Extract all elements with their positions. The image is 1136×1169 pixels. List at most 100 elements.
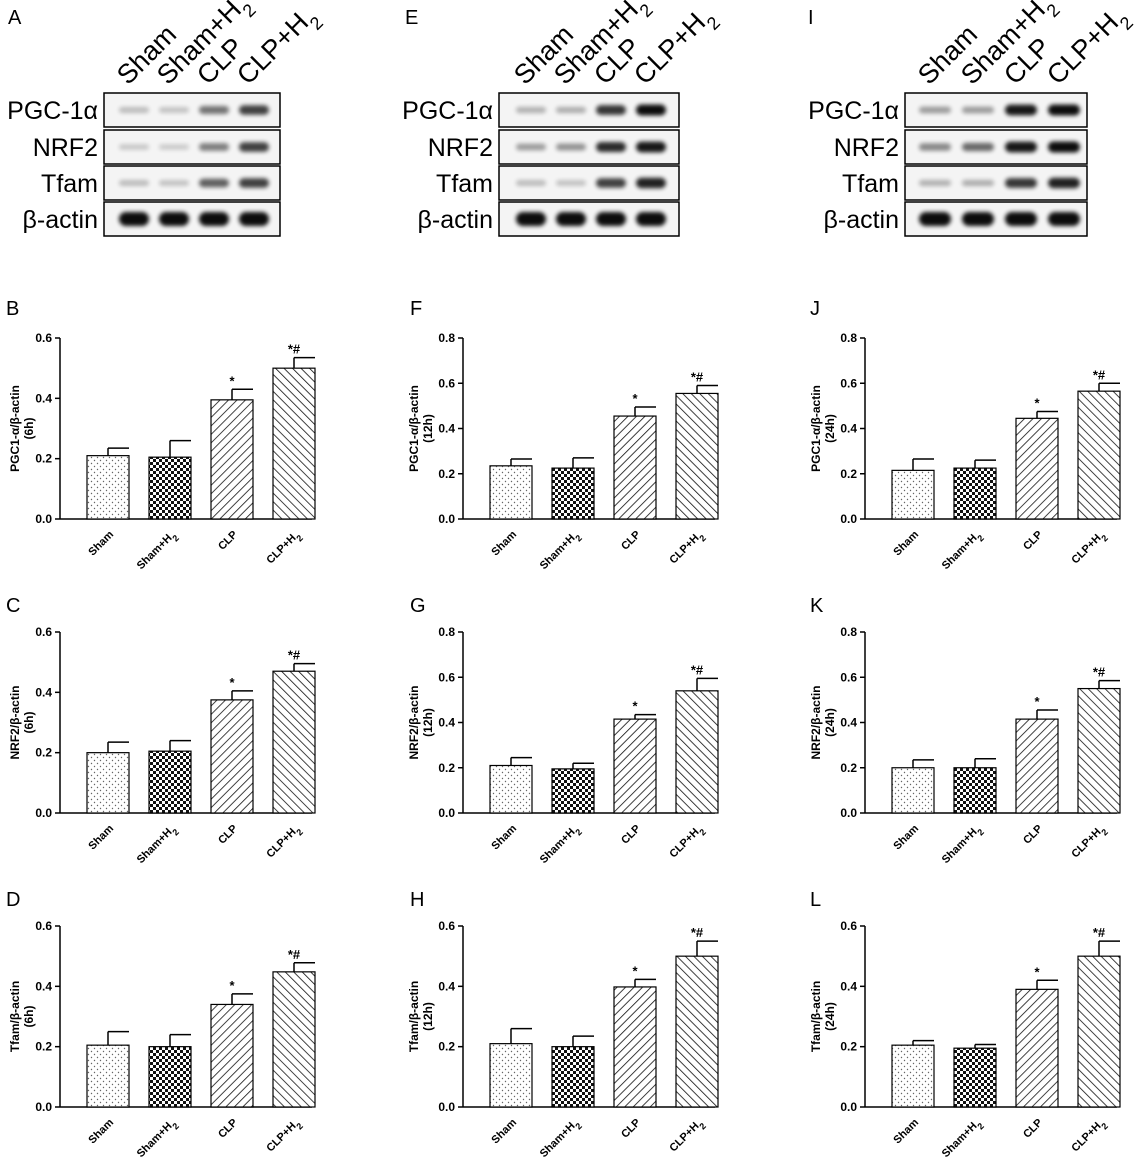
- x-tick-label: Sham+H2: [135, 823, 181, 869]
- x-tick-label: CLP: [216, 529, 240, 553]
- bar-chart-panels: B 0.0 0.2 0.4 0.6 PGC1-α/β-actin(6h) Sham Sham+…: [6, 298, 1121, 1163]
- y-tick-label: 0.2: [35, 452, 52, 466]
- chart-panel-j: J 0.0 0.2 0.4 0.6 0.8 PGC1-α/β-actin(24h) Sham S…: [809, 298, 1121, 575]
- y-tick-label: 0.6: [438, 670, 455, 684]
- blot-band: [1048, 141, 1080, 153]
- x-tick-label: CLP+H2: [1069, 529, 1110, 570]
- blot-band: [119, 144, 149, 150]
- y-tick-label: 0.0: [840, 1100, 857, 1114]
- y-tick-label: 0.4: [35, 979, 52, 993]
- x-tick-label: CLP+H2: [667, 1117, 708, 1158]
- y-tick-label: 0.4: [840, 979, 857, 993]
- panel-label: E: [405, 7, 418, 29]
- y-tick-label: 0.6: [35, 331, 52, 345]
- significance-marker: *: [632, 391, 638, 406]
- x-tick-label: Sham+H2: [940, 1117, 986, 1163]
- bar: [272, 971, 316, 1108]
- blot-panel-a: AShamSham+H2CLPCLP+H2PGC-1αNRF2Tfamβ-act…: [7, 0, 327, 237]
- y-tick-label: 0.2: [840, 1040, 857, 1054]
- bar: [675, 690, 719, 814]
- y-axis-label: Tfam/β-actin(12h): [407, 981, 435, 1052]
- bar: [489, 764, 533, 814]
- chart-panel-h: H 0.0 0.2 0.4 0.6 Tfam/β-actin(12h) Sham Sham+H…: [407, 889, 719, 1160]
- y-axis-label: NRF2/β-actin(24h): [809, 686, 837, 760]
- bar: [675, 955, 719, 1108]
- y-tick-label: 0.4: [35, 391, 52, 405]
- bar: [953, 467, 997, 520]
- x-tick-label: Sham: [891, 822, 921, 852]
- x-tick-label: Sham: [86, 822, 116, 852]
- x-tick-label: CLP: [216, 823, 240, 847]
- blot-band: [159, 180, 189, 186]
- x-tick-label: CLP+H2: [264, 1117, 305, 1158]
- x-tick-label: Sham: [86, 1116, 116, 1146]
- blot-band: [596, 105, 626, 115]
- blot-band: [199, 212, 229, 226]
- significance-marker: *: [229, 373, 235, 388]
- x-tick-label: Sham: [489, 528, 519, 558]
- x-tick-label: Sham+H2: [135, 1117, 181, 1163]
- blot-band: [636, 212, 666, 226]
- blot-band: [1005, 212, 1037, 226]
- x-tick-label: CLP+H2: [264, 529, 305, 570]
- blot-row-label: NRF2: [428, 134, 493, 162]
- blot-panel-e: EShamSham+H2CLPCLP+H2PGC-1αNRF2Tfamβ-act…: [402, 0, 724, 237]
- significance-marker: *#: [1093, 665, 1106, 680]
- western-blot-panels: AShamSham+H2CLPCLP+H2PGC-1αNRF2Tfamβ-act…: [7, 0, 1136, 237]
- y-tick-label: 0.2: [438, 761, 455, 775]
- panel-label: F: [410, 298, 422, 320]
- bar: [551, 467, 595, 520]
- blot-row-label: Tfam: [41, 170, 98, 198]
- blot-band: [1005, 141, 1037, 153]
- bar: [551, 768, 595, 814]
- blot-panel-i: IShamSham+H2CLPCLP+H2PGC-1αNRF2Tfamβ-act…: [808, 0, 1136, 237]
- blot-band: [239, 142, 269, 152]
- significance-marker: *: [1034, 396, 1040, 411]
- bar: [489, 465, 533, 520]
- blot-band: [239, 105, 269, 115]
- y-tick-label: 0.8: [438, 331, 455, 345]
- bar: [891, 1044, 935, 1108]
- panel-label: K: [810, 595, 824, 617]
- bar: [1077, 687, 1121, 814]
- x-tick-label: CLP: [1021, 823, 1045, 847]
- bar: [210, 1003, 254, 1108]
- bar: [953, 1047, 997, 1108]
- y-tick-label: 0.0: [840, 806, 857, 820]
- panel-label: B: [6, 298, 19, 320]
- blot-row-label: NRF2: [834, 134, 899, 162]
- significance-marker: *: [229, 675, 235, 690]
- blot-row-label: PGC-1α: [7, 97, 98, 125]
- y-tick-label: 0.6: [438, 919, 455, 933]
- bar: [86, 455, 130, 520]
- bar: [613, 718, 657, 814]
- blot-band: [199, 178, 229, 188]
- y-axis-label: PGC1-α/β-actin(12h): [407, 385, 435, 472]
- blot-band: [1005, 178, 1037, 188]
- blot-band: [919, 212, 951, 226]
- significance-marker: *: [1034, 694, 1040, 709]
- y-tick-label: 0.4: [438, 716, 455, 730]
- bar: [1077, 955, 1121, 1108]
- significance-marker: *#: [691, 662, 704, 677]
- bar: [272, 367, 316, 520]
- blot-band: [1048, 177, 1080, 189]
- significance-marker: *#: [1093, 367, 1106, 382]
- x-tick-label: Sham+H2: [940, 529, 986, 575]
- y-tick-label: 0.0: [438, 1100, 455, 1114]
- blot-band: [1048, 104, 1080, 116]
- y-tick-label: 0.8: [840, 331, 857, 345]
- y-tick-label: 0.0: [35, 1100, 52, 1114]
- bar: [148, 750, 192, 814]
- y-tick-label: 0.8: [438, 625, 455, 639]
- y-tick-label: 0.4: [438, 422, 455, 436]
- y-tick-label: 0.0: [438, 806, 455, 820]
- blot-band: [636, 177, 666, 189]
- blot-band: [962, 142, 994, 152]
- y-axis-label: NRF2/β-actin(6h): [8, 686, 36, 760]
- bar: [148, 1046, 192, 1108]
- bar: [953, 767, 997, 814]
- significance-marker: *: [632, 699, 638, 714]
- x-tick-label: CLP: [1021, 529, 1045, 553]
- y-tick-label: 0.6: [35, 919, 52, 933]
